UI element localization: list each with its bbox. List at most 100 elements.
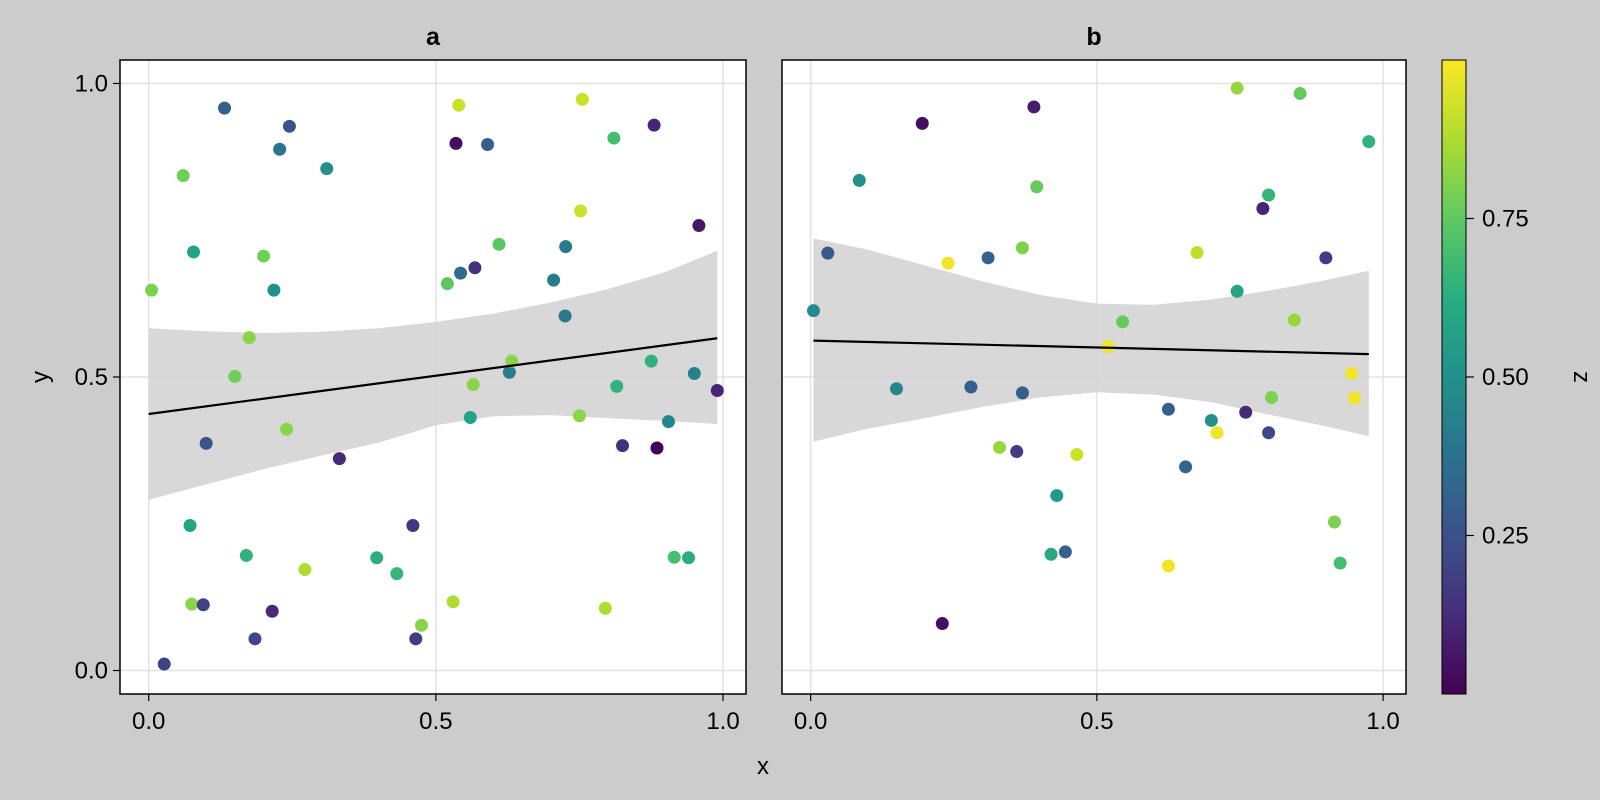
colorbar-label: z <box>1568 371 1595 383</box>
panel-a-point-13 <box>257 249 271 263</box>
panel-a-point-43 <box>574 204 588 218</box>
panel-a-point-46 <box>607 131 621 145</box>
colorbar-tick-label-0: 0.25 <box>1482 523 1529 550</box>
colorbar-tick-label-1: 0.50 <box>1482 364 1529 391</box>
panel-a-point-42 <box>572 409 586 423</box>
panel-a-point-49 <box>644 354 658 368</box>
panel-b-point-1 <box>821 246 835 260</box>
panel-b-point-28 <box>1230 284 1244 298</box>
panel-b-point-6 <box>941 256 955 270</box>
panel-b-point-21 <box>1161 402 1175 416</box>
colorbar-tick-label-2: 0.75 <box>1482 206 1529 233</box>
panel-b-point-11 <box>1015 386 1029 400</box>
panel-a-point-7 <box>199 436 213 450</box>
panel-b-point-33 <box>1264 391 1278 405</box>
panel-b-point-14 <box>1030 180 1044 194</box>
panel-b-point-36 <box>1319 251 1333 265</box>
panel-a-point-4 <box>185 597 199 611</box>
panel-a-point-20 <box>320 162 334 176</box>
panel-a-point-53 <box>667 550 681 564</box>
colorbar: 0.25 0.50 0.75 z <box>1441 59 1595 695</box>
panel-a-point-18 <box>282 119 296 133</box>
panel-a-point-2 <box>176 169 190 183</box>
panel-a-ytick-label-2: 1.0 <box>75 70 108 97</box>
panel-b-point-29 <box>1239 405 1253 419</box>
panel-b-point-2 <box>852 173 866 187</box>
panel-b-point-20 <box>1116 315 1130 329</box>
panel-b-xtick-label-2: 1.0 <box>1366 708 1399 735</box>
panel-b-point-15 <box>1044 547 1058 561</box>
panel-a-xtick-label-0: 0.0 <box>132 708 165 735</box>
panel-a-point-50 <box>647 118 661 132</box>
panel-a-point-27 <box>440 277 454 291</box>
panel-b-frame <box>781 59 1407 695</box>
panel-a-point-29 <box>449 136 463 150</box>
panel-a-point-12 <box>248 632 262 646</box>
panel-a-ytick-label-1: 0.5 <box>75 364 108 391</box>
panel-b-point-12 <box>1015 241 1029 255</box>
panel-b-point-41 <box>1362 135 1376 149</box>
panel-a-plot <box>145 92 724 671</box>
panel-b-point-4 <box>915 116 929 130</box>
panel-a-point-1 <box>157 657 171 671</box>
panel-b-point-34 <box>1287 313 1301 327</box>
panel-a-point-45 <box>598 601 612 615</box>
panel-a-point-6 <box>196 598 210 612</box>
panel-a-point-21 <box>332 452 346 466</box>
panel-a-point-31 <box>454 266 468 280</box>
panel-b-point-16 <box>1050 489 1064 503</box>
panel-a-point-23 <box>390 567 404 581</box>
panel-b-plot <box>806 81 1376 631</box>
panel-a-point-55 <box>687 366 701 380</box>
panel-a-xtick-label-2: 1.0 <box>706 708 739 735</box>
panel-b-point-17 <box>1058 545 1072 559</box>
panel-b-point-31 <box>1262 188 1276 202</box>
panel-a-point-34 <box>468 261 482 275</box>
panel-a-point-15 <box>267 283 281 297</box>
panel-b: 0.0 0.5 1.0 b <box>781 23 1407 735</box>
panel-a-point-9 <box>228 369 242 383</box>
panel-b-point-30 <box>1256 202 1270 216</box>
panel-b-point-40 <box>1347 391 1361 405</box>
panel-a-point-14 <box>265 604 279 618</box>
panel-a-point-57 <box>710 384 724 398</box>
panel-a-point-24 <box>406 519 420 533</box>
panel-a-ytick-label-0: 0.0 <box>75 658 108 685</box>
colorbar-gradient <box>1441 59 1467 695</box>
panel-a-point-8 <box>218 101 232 115</box>
panel-b-point-39 <box>1345 366 1359 380</box>
panel-a-point-10 <box>239 548 253 562</box>
panel-b-point-23 <box>1179 460 1193 474</box>
panel-a-point-28 <box>446 595 460 609</box>
panel-b-point-8 <box>981 251 995 265</box>
panel-b-point-3 <box>889 382 903 396</box>
x-axis-label: x <box>757 753 769 780</box>
panel-b-point-0 <box>806 304 820 318</box>
panel-b-point-24 <box>1190 246 1204 260</box>
panel-a-point-22 <box>370 551 384 565</box>
panel-a-point-44 <box>575 92 589 106</box>
panel-b-point-5 <box>935 617 949 631</box>
panel-a-point-35 <box>481 138 495 152</box>
panel-a-axes: 0.0 0.5 1.0 0.0 0.5 1.0 <box>75 70 740 735</box>
panel-a-point-25 <box>409 632 423 646</box>
panel-b-point-38 <box>1333 556 1347 570</box>
panel-a-point-11 <box>242 331 256 345</box>
panel-a-point-16 <box>273 142 287 156</box>
panel-b-point-32 <box>1262 426 1276 440</box>
panel-b-xtick-label-0: 0.0 <box>794 708 827 735</box>
panel-a-title: a <box>426 23 441 51</box>
panel-b-xtick-label-1: 0.5 <box>1080 708 1113 735</box>
panel-a-point-3 <box>183 519 197 533</box>
panel-b-point-7 <box>964 380 978 394</box>
panel-b-point-35 <box>1293 86 1307 100</box>
panel-a-fit-line <box>148 337 718 416</box>
y-axis-label: y <box>27 371 54 383</box>
panel-a-point-52 <box>661 415 675 429</box>
panel-b-point-13 <box>1027 100 1041 114</box>
panel-b-point-37 <box>1327 515 1341 529</box>
panel-b-title: b <box>1086 23 1101 51</box>
panel-b-confidence-band <box>813 238 1369 442</box>
panel-b-fit-line <box>813 339 1369 356</box>
